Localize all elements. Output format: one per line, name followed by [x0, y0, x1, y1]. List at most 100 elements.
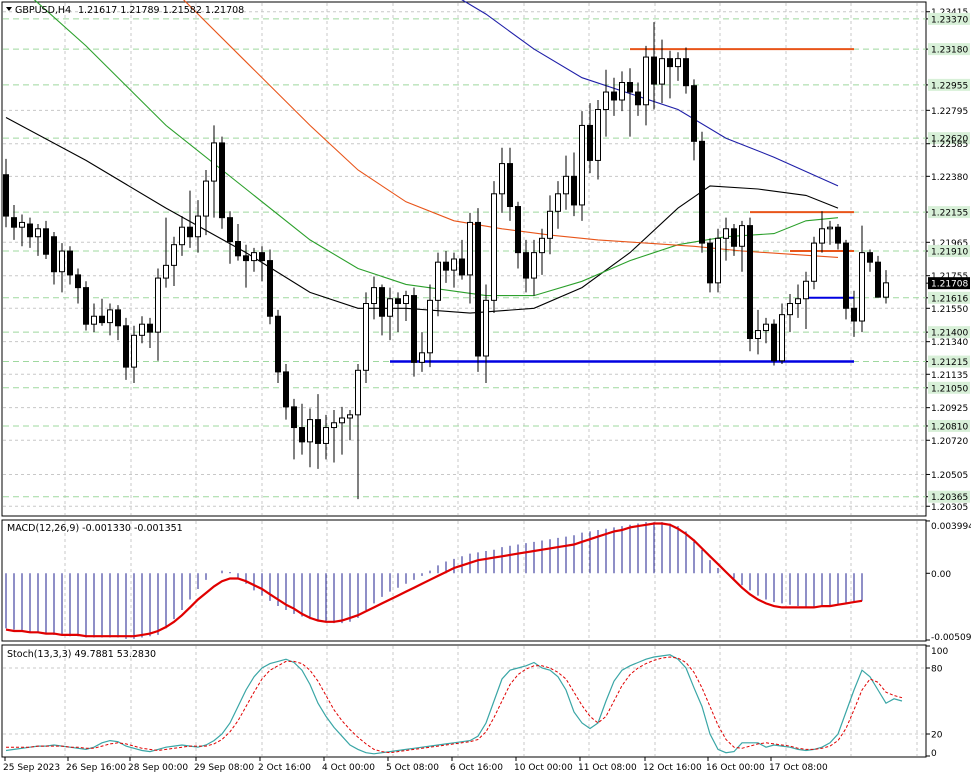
- stochastic-axis: 100 80 20 0: [926, 645, 948, 759]
- bear-candle: [267, 260, 273, 317]
- bear-candle: [867, 252, 873, 263]
- time-tick-label: 25 Sep 2023: [3, 763, 60, 773]
- bull-candle: [171, 244, 177, 266]
- price-tick-label: 1.22585: [931, 140, 968, 150]
- current-price-tag: [928, 277, 970, 290]
- bull-candle: [499, 163, 505, 195]
- bear-candle: [379, 287, 385, 317]
- bear-candle: [587, 124, 593, 161]
- time-tick-label: 26 Sep 16:00: [66, 763, 126, 773]
- level-price-tag: [928, 355, 970, 368]
- bull-candle: [539, 237, 545, 254]
- bear-candle: [75, 274, 81, 289]
- level-price-label: 1.23370: [931, 15, 968, 25]
- price-tick-label: 1.20720: [931, 437, 968, 447]
- current-price-label: 1.21708: [931, 280, 968, 290]
- macd-tick-label: 0.003994: [931, 522, 971, 532]
- bull-candle: [603, 91, 609, 111]
- time-tick-label: 10 Oct 00:00: [514, 763, 573, 773]
- candles: [3, 22, 889, 500]
- bull-candle: [435, 261, 441, 301]
- bear-candle: [835, 226, 841, 244]
- bull-candle: [675, 58, 681, 68]
- bull-candle: [563, 175, 569, 195]
- level-price-label: 1.21050: [931, 384, 968, 394]
- price-tick-label: 1.20305: [931, 503, 968, 513]
- stoch-tick-label: 20: [931, 731, 943, 741]
- bull-candle: [427, 299, 433, 354]
- level-price-tag: [928, 291, 970, 304]
- bear-candle: [667, 58, 673, 68]
- level-price-tag: [928, 326, 970, 339]
- bull-candle: [363, 303, 369, 371]
- bear-candle: [99, 315, 105, 324]
- level-price-tag: [928, 419, 970, 432]
- bear-candle: [651, 56, 657, 85]
- time-tick-label: 16 Oct 00:00: [706, 763, 765, 773]
- time-tick-label: 6 Oct 16:00: [450, 763, 503, 773]
- bull-candle: [163, 264, 169, 279]
- bull-candle: [387, 298, 393, 317]
- stoch-panel-frame: [1, 644, 927, 758]
- bear-candle: [507, 163, 513, 208]
- bull-candle: [35, 228, 41, 238]
- bear-candle: [459, 258, 465, 276]
- macd-label: MACD(12,26,9) -0.001330 -0.001351: [7, 523, 183, 534]
- bear-candle: [699, 140, 705, 244]
- bull-candle: [203, 180, 209, 217]
- bear-candle: [299, 427, 305, 443]
- bear-candle: [731, 228, 737, 247]
- bear-candle: [3, 174, 9, 217]
- bear-candle: [147, 323, 153, 333]
- time-tick-label: 11 Oct 08:00: [578, 763, 637, 773]
- level-price-tag: [928, 245, 970, 258]
- stoch-tick-label: 0: [931, 749, 937, 759]
- bear-candle: [411, 295, 417, 363]
- stoch-grid: [64, 646, 918, 756]
- bear-candle: [475, 221, 481, 357]
- bull-candle: [179, 226, 185, 246]
- bear-candle: [227, 217, 233, 243]
- price-tick-label: 1.22795: [931, 107, 968, 117]
- level-price-tag: [928, 132, 970, 145]
- stoch-label: Stoch(13,3,3) 49.7881 53.2830: [7, 649, 156, 660]
- bull-candle: [107, 309, 113, 324]
- dropdown-arrow-icon[interactable]: [6, 7, 12, 11]
- bull-candle: [155, 277, 161, 333]
- bull-candle: [819, 228, 825, 244]
- bull-candle: [643, 56, 649, 106]
- bear-candle: [291, 406, 297, 429]
- price-tick-label: 1.20505: [931, 471, 968, 481]
- macd-signal-path: [5, 522, 863, 638]
- ohlc-label: 1.21617 1.21789 1.21582 1.21708: [78, 5, 244, 16]
- bear-candle: [187, 226, 193, 238]
- stochastic-lines: [3, 654, 926, 755]
- bear-candle: [51, 236, 57, 273]
- bull-candle: [251, 252, 257, 262]
- price-tick-label: 1.21135: [931, 371, 968, 381]
- bull-candle: [595, 109, 601, 161]
- level-price-tag: [928, 381, 970, 394]
- level-price-label: 1.21400: [931, 329, 968, 339]
- bull-candle: [491, 193, 497, 301]
- macd-grid: [64, 521, 918, 640]
- bull-candle: [531, 252, 537, 279]
- bull-candle: [339, 417, 345, 424]
- bear-candle: [843, 242, 849, 309]
- level-price-tag: [928, 78, 970, 91]
- level-price-label: 1.22620: [931, 135, 968, 145]
- bear-candle: [851, 307, 857, 322]
- bear-candle: [395, 298, 401, 305]
- bull-candle: [467, 221, 473, 276]
- bull-candle: [723, 228, 729, 239]
- time-tick-label: 17 Oct 08:00: [769, 763, 828, 773]
- price-tick-label: 1.21965: [931, 239, 968, 249]
- level-price-tag: [928, 43, 970, 56]
- price-axis: 1.234151.233701.231801.229551.227951.226…: [926, 8, 970, 513]
- bear-candle: [515, 206, 521, 254]
- bull-candle: [579, 124, 585, 206]
- time-tick-label: 4 Oct 00:00: [322, 763, 375, 773]
